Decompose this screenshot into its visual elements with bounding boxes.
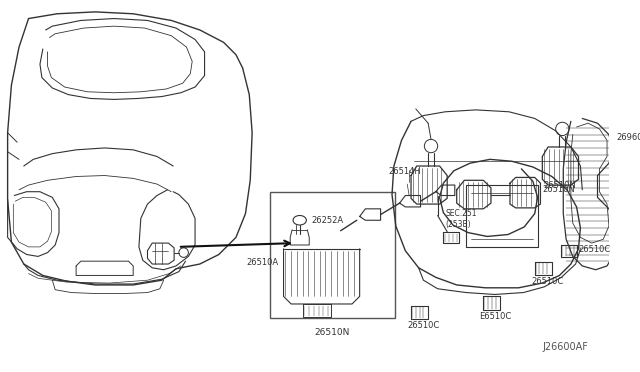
Text: 26510N: 26510N — [543, 181, 576, 190]
Text: 26510C: 26510C — [531, 278, 563, 286]
Text: 26514H: 26514H — [388, 167, 421, 176]
Text: 26510C: 26510C — [579, 245, 611, 254]
Text: SEC.251: SEC.251 — [445, 209, 477, 218]
Text: E6510C: E6510C — [479, 312, 512, 321]
Text: 26960: 26960 — [616, 133, 640, 142]
Text: J26600AF: J26600AF — [542, 341, 588, 352]
Text: 26510A: 26510A — [246, 258, 279, 267]
Text: 26510N: 26510N — [315, 328, 350, 337]
Text: 26510C: 26510C — [407, 321, 440, 330]
Bar — [270, 192, 395, 318]
Text: (253B): (253B) — [445, 220, 471, 229]
Text: 26510N: 26510N — [542, 185, 575, 194]
Text: 26252A: 26252A — [311, 216, 343, 225]
